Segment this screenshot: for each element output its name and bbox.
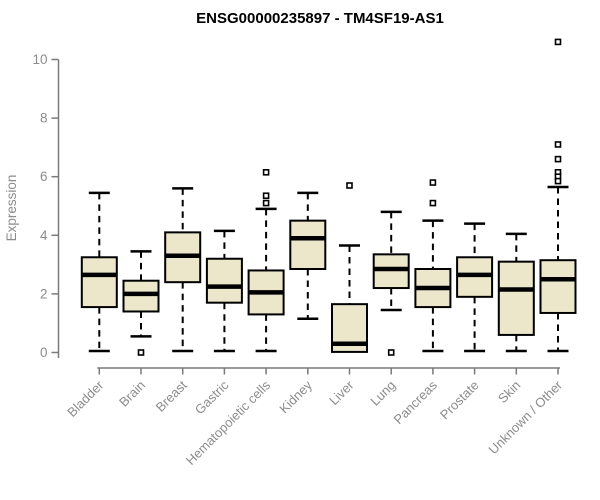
y-tick-label: 0 (40, 345, 48, 360)
x-tick-label-pancreas: Pancreas (391, 377, 441, 427)
box-gastric (205, 229, 243, 353)
box-brain (122, 250, 160, 356)
box-hematopoietic-cells (247, 169, 285, 353)
box-rect (497, 260, 535, 336)
y-tick-label: 8 (40, 111, 48, 126)
box-unknown-other (539, 38, 577, 353)
box-rect (289, 219, 327, 270)
x-tick-label-kidney: Kidney (276, 377, 315, 416)
x-tick-label-bladder: Bladder (64, 377, 107, 420)
x-tick-label-unknown-other: Unknown / Other (486, 377, 566, 457)
outlier-point (554, 177, 562, 185)
y-tick-label: 2 (40, 286, 48, 301)
chart-title: ENSG00000235897 - TM4SF19-AS1 (196, 10, 444, 27)
outlier-point (137, 349, 145, 356)
outlier-point (262, 169, 270, 176)
box-pancreas (414, 179, 452, 353)
box-rect (80, 256, 118, 309)
outlier-point (429, 179, 437, 186)
box-breast (164, 187, 202, 353)
box-rect (205, 257, 243, 304)
outlier-point (262, 192, 270, 200)
x-tick-label-skin: Skin (495, 378, 523, 406)
y-tick-label: 6 (40, 169, 48, 184)
outlier-point (554, 141, 562, 148)
outlier-point (429, 199, 437, 207)
box-kidney (289, 191, 327, 321)
y-tick-label: 4 (40, 228, 48, 243)
box-liver (331, 182, 368, 353)
outlier-point (262, 199, 270, 207)
outlier-point (346, 182, 353, 189)
x-tick-label-liver: Liver (326, 377, 357, 408)
x-tick-label-gastric: Gastric (192, 377, 232, 417)
x-tick-label-prostate: Prostate (437, 378, 482, 423)
box-lung (372, 210, 410, 356)
outlier-point (554, 38, 562, 46)
x-tick-label-breast: Breast (153, 377, 190, 414)
y-axis-label: Expression (4, 175, 19, 242)
box-prostate (456, 222, 494, 353)
box-rect (539, 259, 577, 314)
outlier-point (387, 349, 395, 356)
box-bladder (80, 191, 118, 353)
y-axis: 0 2 4 6 8 10 (32, 52, 60, 360)
x-tick-label-lung: Lung (367, 378, 398, 409)
outlier-point (554, 155, 562, 163)
y-tick-label: 10 (32, 52, 47, 67)
box-skin (497, 232, 535, 353)
x-tick-label-brain: Brain (116, 378, 148, 410)
